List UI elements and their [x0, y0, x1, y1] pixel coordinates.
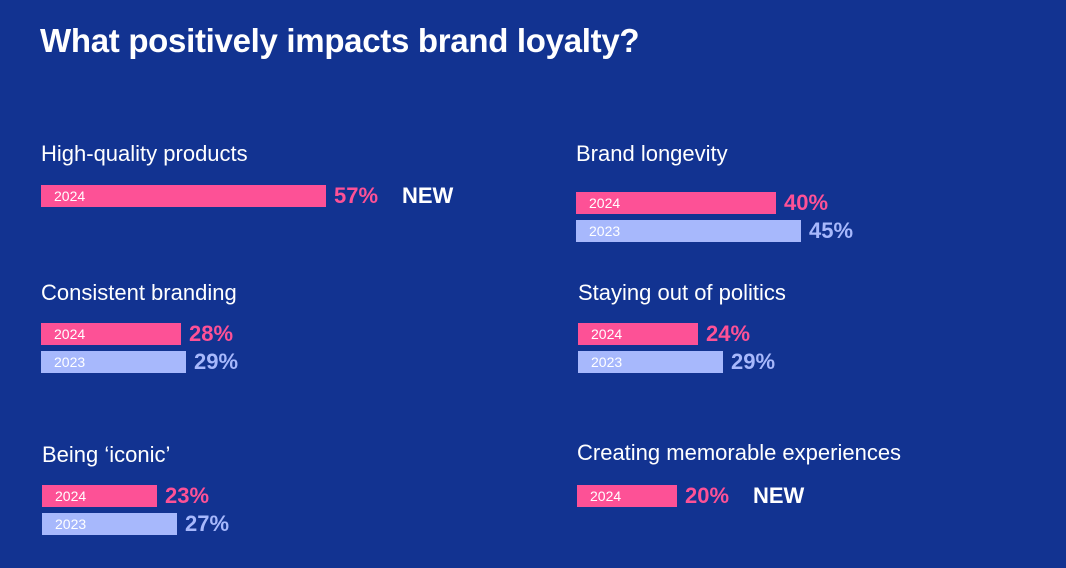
group-label: Staying out of politics — [578, 280, 786, 305]
chart-group: Brand longevity 2024 40% 2023 45% — [576, 141, 1056, 243]
bar-row: 2024 28% — [41, 321, 521, 346]
bar-row: 2023 27% — [42, 511, 522, 536]
group-label: Being ‘iconic’ — [42, 442, 171, 467]
bar-year-label: 2024 — [54, 326, 86, 342]
group-label: Consistent branding — [41, 280, 237, 305]
value-label: 29% — [731, 349, 776, 374]
chart-group: Creating memorable experiences 2024 20% NEW — [577, 440, 1057, 508]
chart-group: Staying out of politics 2024 24% 2023 29% — [578, 280, 1058, 374]
value-label: 45% — [809, 218, 854, 243]
chart-group: High-quality products 2024 57% NEW — [41, 141, 521, 208]
bar-2023: 2023 — [578, 351, 723, 373]
bar-row: 2024 40% — [576, 190, 1056, 215]
value-label: 24% — [706, 321, 751, 346]
bar-year-label: 2023 — [591, 354, 623, 370]
value-label: 27% — [185, 511, 230, 536]
bar-row: 2024 20% NEW — [577, 483, 1057, 508]
bar-2024: 2024 — [42, 485, 157, 507]
new-badge: NEW — [402, 183, 454, 208]
bar-year-label: 2024 — [55, 488, 87, 504]
group-label: Brand longevity — [576, 141, 728, 166]
bar-year-label: 2023 — [55, 516, 87, 532]
bar-2024: 2024 — [576, 192, 776, 214]
chart-group: Consistent branding 2024 28% 2023 29% — [41, 280, 521, 374]
bar-2023: 2023 — [576, 220, 801, 242]
bar-2024: 2024 — [577, 485, 677, 507]
value-label: 28% — [189, 321, 234, 346]
value-label: 40% — [784, 190, 829, 215]
bar-2023: 2023 — [42, 513, 177, 535]
value-label: 20% — [685, 483, 730, 508]
bar-2024: 2024 — [41, 185, 326, 207]
bar-year-label: 2024 — [54, 188, 86, 204]
chart-title: What positively impacts brand loyalty? — [40, 22, 640, 59]
bar-row: 2024 24% — [578, 321, 1058, 346]
bar-2024: 2024 — [41, 323, 181, 345]
bar-2023: 2023 — [41, 351, 186, 373]
group-label: High-quality products — [41, 141, 248, 166]
bar-year-label: 2023 — [54, 354, 86, 370]
bar-row: 2024 23% — [42, 483, 522, 508]
bar-row: 2024 57% NEW — [41, 183, 521, 208]
chart-group: Being ‘iconic’ 2024 23% 2023 27% — [42, 442, 522, 536]
bar-year-label: 2024 — [590, 488, 622, 504]
bar-2024: 2024 — [578, 323, 698, 345]
bar-year-label: 2024 — [591, 326, 623, 342]
value-label: 23% — [165, 483, 210, 508]
new-badge: NEW — [753, 483, 805, 508]
bar-row: 2023 45% — [576, 218, 1056, 243]
group-label: Creating memorable experiences — [577, 440, 902, 465]
bar-row: 2023 29% — [578, 349, 1058, 374]
value-label: 29% — [194, 349, 239, 374]
bar-row: 2023 29% — [41, 349, 521, 374]
value-label: 57% — [334, 183, 379, 208]
bar-year-label: 2024 — [589, 195, 621, 211]
bar-year-label: 2023 — [589, 223, 621, 239]
